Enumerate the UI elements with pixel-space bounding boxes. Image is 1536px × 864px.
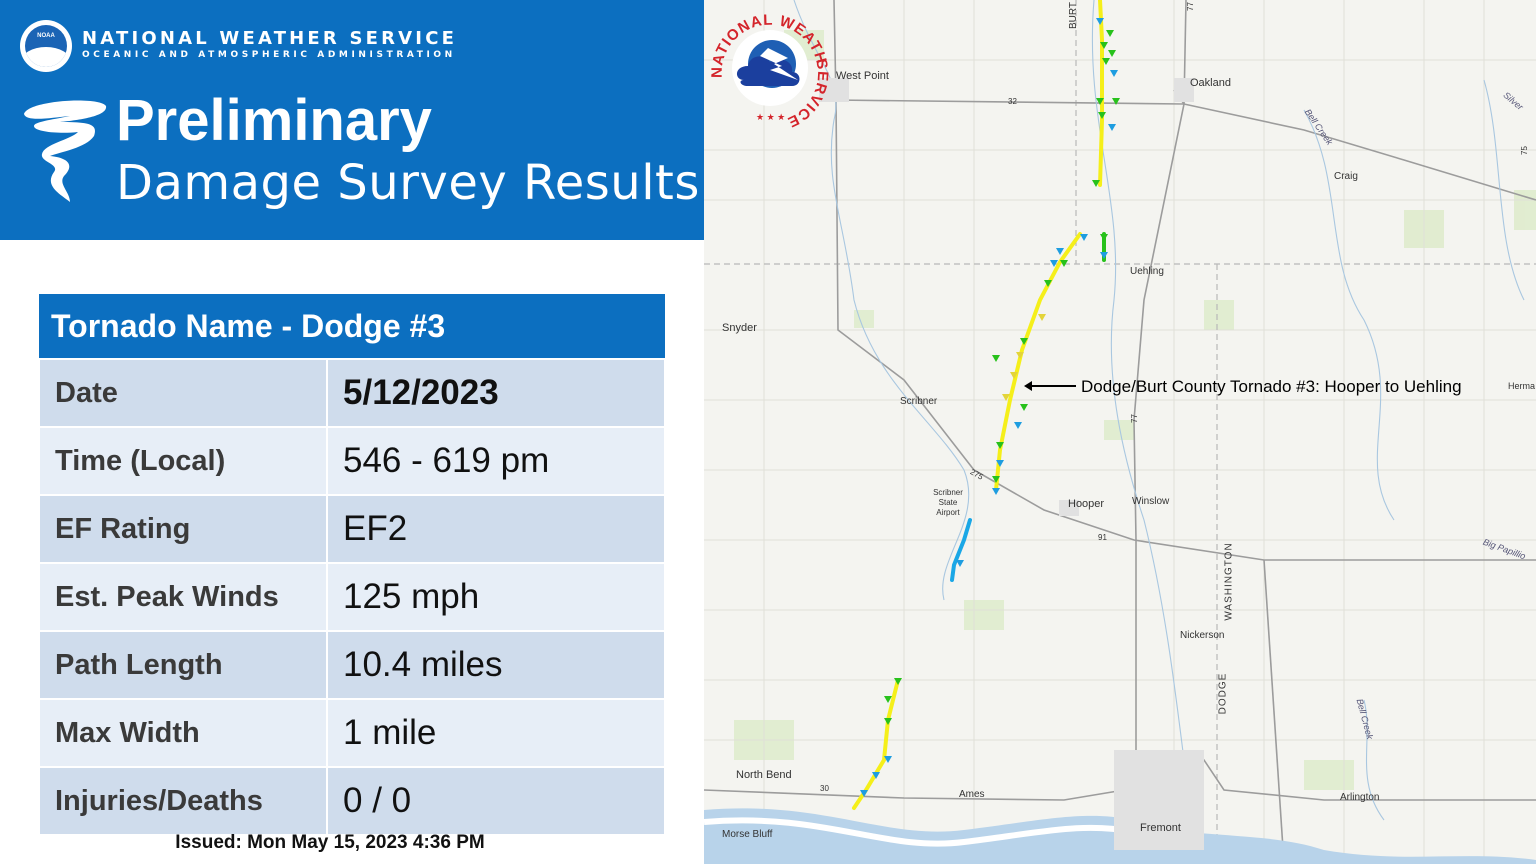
tornado-icon	[24, 100, 107, 202]
tornado-info-table: Tornado Name - Dodge #3 Date 5/12/2023 T…	[38, 294, 666, 836]
damage-markers	[860, 18, 1120, 797]
map-route-91: 91	[1098, 533, 1107, 542]
row-label: Est. Peak Winds	[38, 562, 328, 632]
header-banner: NOAA NATIONAL WEATHER SERVICE OCEANIC AN…	[0, 0, 704, 240]
map-label-winslow: Winslow	[1132, 496, 1170, 507]
row-value: 546 - 619 pm	[326, 426, 666, 496]
map-label-burt-county: BURT	[1068, 1, 1080, 30]
left-panel: NOAA NATIONAL WEATHER SERVICE OCEANIC AN…	[0, 0, 704, 864]
map-route-30: 30	[820, 784, 829, 793]
row-label: Path Length	[38, 630, 328, 700]
map-label-west-point: West Point	[836, 70, 889, 82]
agency-name: NATIONAL WEATHER SERVICE	[82, 28, 458, 49]
table-row: Date 5/12/2023	[38, 358, 666, 428]
track-annotation: Dodge/Burt County Tornado #3: Hooper to …	[1081, 377, 1462, 396]
map-route-75: 75	[1519, 146, 1529, 155]
table-row: Injuries/Deaths 0 / 0	[38, 766, 666, 836]
agency-subtitle: OCEANIC AND ATMOSPHERIC ADMINISTRATION	[82, 50, 456, 60]
tornado-tracks	[852, 0, 1106, 810]
noaa-logo-wave	[25, 47, 67, 67]
town-areas	[819, 78, 1204, 850]
map-label-hooper: Hooper	[1068, 498, 1105, 510]
map-label-north-bend: North Bend	[736, 769, 792, 781]
map-label-craig: Craig	[1334, 171, 1358, 182]
table-row: Time (Local) 546 - 619 pm	[38, 426, 666, 496]
nws-seal-logo: NATIONAL WEATHER SERVICE ★ ★ ★	[704, 0, 830, 131]
noaa-logo-emblem: NOAA	[25, 25, 67, 67]
row-value: 0 / 0	[326, 766, 666, 836]
road-grid	[704, 0, 1536, 864]
river-bank	[704, 817, 1135, 847]
seal-stars-icon: ★ ★ ★	[756, 112, 785, 122]
row-label: EF Rating	[38, 494, 328, 564]
map-label-arlington: Arlington	[1340, 792, 1380, 803]
map-label-herman: Herma	[1508, 381, 1536, 391]
row-label: Max Width	[38, 698, 328, 768]
annotation-arrow	[1024, 381, 1076, 391]
map-label-oakland: Oakland	[1190, 77, 1231, 89]
map-canvas	[704, 0, 1536, 864]
map-route-77: 77	[1185, 2, 1195, 11]
row-label: Date	[38, 358, 328, 428]
page-title: Preliminary	[116, 88, 432, 153]
row-value: 1 mile	[326, 698, 666, 768]
table-row: EF Rating EF2	[38, 494, 666, 564]
table-row: Max Width 1 mile	[38, 698, 666, 768]
map-label-scribner-airport: Scribner State Airport	[933, 488, 963, 517]
map-label-dodge-county: DODGE	[1217, 672, 1229, 715]
issued-timestamp: Issued: Mon May 15, 2023 4:36 PM	[175, 832, 485, 853]
row-value: EF2	[326, 494, 666, 564]
row-label: Injuries/Deaths	[38, 766, 328, 836]
noaa-logo: NOAA	[20, 20, 72, 72]
row-label: Time (Local)	[38, 426, 328, 496]
map-label-morse-bluff: Morse Bluff	[722, 829, 773, 840]
map-route-32: 32	[1008, 97, 1017, 106]
map-label-fremont: Fremont	[1140, 822, 1181, 834]
damage-track-map[interactable]: West Point Oakland Craig Uehling Snyder …	[704, 0, 1536, 864]
row-value: 10.4 miles	[326, 630, 666, 700]
map-label-washington-county: WASHINGTON	[1223, 542, 1235, 621]
map-label-nickerson: Nickerson	[1180, 630, 1225, 641]
map-label-scribner: Scribner	[900, 396, 938, 407]
map-route-77-south: 77	[1129, 414, 1139, 423]
row-value: 5/12/2023	[326, 358, 666, 428]
table-row: Path Length 10.4 miles	[38, 630, 666, 700]
map-label-snyder: Snyder	[722, 322, 757, 334]
page-subtitle: Damage Survey Results	[116, 155, 700, 211]
map-label-uehling: Uehling	[1130, 266, 1164, 277]
noaa-logo-text: NOAA	[37, 33, 55, 39]
table-title: Tornado Name - Dodge #3	[39, 294, 665, 359]
county-lines	[704, 0, 1536, 864]
table-row: Est. Peak Winds 125 mph	[38, 562, 666, 632]
map-label-ames: Ames	[959, 789, 985, 800]
row-value: 125 mph	[326, 562, 666, 632]
